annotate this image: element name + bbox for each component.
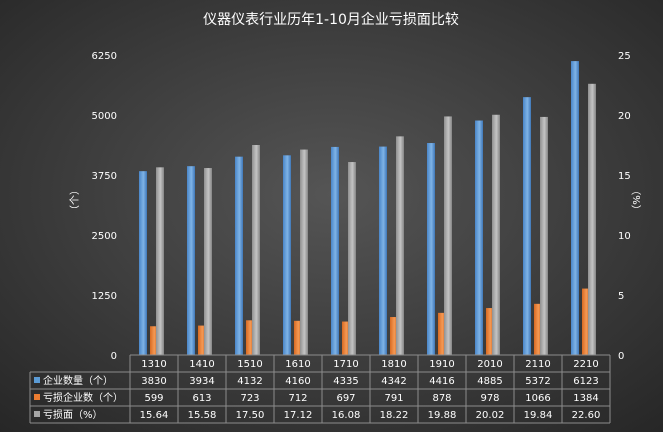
bar-loss-enterprise-count [342,321,350,355]
bar-loss-ratio [540,116,548,355]
table-cell-value: 1384 [573,393,598,404]
table-cell-value: 4885 [477,376,502,387]
bar-loss-enterprise-count [582,288,590,355]
bar-enterprise-count [331,146,339,355]
category-label: 1710 [333,359,358,370]
legend-swatch [34,377,40,383]
left-axis-tick-label: 2500 [92,231,117,242]
bar-loss-ratio [492,114,500,355]
left-axis-tick-label: 5000 [92,111,117,122]
table-cell-value: 3934 [189,376,214,387]
bar-enterprise-count [187,166,195,355]
table-cell-value: 6123 [573,376,598,387]
bar-enterprise-count [139,171,147,355]
category-label: 1510 [237,359,262,370]
legend-label: 亏损企业数（个） [43,391,123,404]
right-axis-tick-label: 10 [618,231,631,242]
left-axis-ticks: 0 1250 2500 3750 5000 6250 [92,51,117,362]
bar-loss-ratio [252,145,260,355]
bar-loss-enterprise-count [486,308,494,355]
table-cell-value: 613 [192,393,211,404]
right-axis-ticks: 0 5 10 15 20 25 [618,51,631,362]
table-cell-value: 4160 [285,376,310,387]
table-cell-value: 4342 [381,376,406,387]
table-cell-value: 4132 [237,376,262,387]
table-cell-value: 18.22 [380,410,409,421]
table-cell-value: 19.84 [524,410,553,421]
category-label: 1310 [141,359,166,370]
bar-loss-enterprise-count [150,326,158,355]
table-cell-value: 723 [240,393,259,404]
bar-loss-ratio [444,116,452,355]
table-cell-value: 5372 [525,376,550,387]
table-cell-value: 17.50 [236,410,265,421]
right-axis-tick-label: 15 [618,171,631,182]
table-cell-value: 878 [432,393,451,404]
table-cell-value: 19.88 [428,410,457,421]
bar-loss-ratio [300,149,308,355]
bar-enterprise-count [379,146,387,355]
right-axis-label: （%） [631,185,643,215]
table-cell-value: 4335 [333,376,358,387]
left-axis-tick-label: 6250 [92,51,117,62]
category-label: 1610 [285,359,310,370]
bar-loss-enterprise-count [438,312,446,355]
bar-enterprise-count [475,120,483,356]
category-label: 1910 [429,359,454,370]
bar-loss-enterprise-count [534,303,542,355]
bar-enterprise-count [283,155,291,355]
chart-title: 仪器仪表行业历年1-10月企业亏损面比较 [203,11,459,28]
right-axis-tick-label: 20 [618,111,631,122]
table-cell-value: 4416 [429,376,454,387]
left-axis-tick-label: 1250 [92,291,117,302]
bar-loss-ratio [204,168,212,355]
left-axis-tick-label: 0 [111,351,117,362]
right-axis-tick-label: 5 [618,291,624,302]
bar-loss-enterprise-count [390,317,398,355]
legend-label: 企业数量（个） [43,374,113,387]
bar-series-group [139,61,596,356]
right-axis-tick-label: 25 [618,51,631,62]
table-cell-value: 15.64 [140,410,169,421]
table-cell-value: 20.02 [476,410,505,421]
bar-enterprise-count [235,156,243,355]
table-cell-value: 791 [384,393,403,404]
table-cell-value: 978 [480,393,499,404]
bar-loss-ratio [396,136,404,355]
legend-swatch [34,411,40,417]
category-label: 2110 [525,359,550,370]
bar-enterprise-count [571,61,579,355]
bar-loss-ratio [156,167,164,355]
category-label: 1410 [189,359,214,370]
table-cell-value: 15.58 [188,410,217,421]
bar-loss-enterprise-count [246,320,254,355]
bar-loss-enterprise-count [198,325,206,355]
table-cell-value: 16.08 [332,410,361,421]
category-label: 1810 [381,359,406,370]
table-cell-value: 599 [144,393,163,404]
table-cell-value: 1066 [525,393,550,404]
bar-loss-enterprise-count [294,320,302,355]
legend-swatch [34,394,40,400]
table-cell-value: 3830 [141,376,166,387]
bar-enterprise-count [523,97,531,356]
table-cell-value: 17.12 [284,410,313,421]
bar-loss-ratio [588,83,596,356]
legend-label: 亏损面（%） [43,408,103,421]
bar-enterprise-count [427,143,435,355]
table-cell-value: 697 [336,393,355,404]
category-label: 2010 [477,359,502,370]
bar-loss-ratio [348,162,356,355]
left-axis-label: （个） [69,185,81,215]
right-axis-tick-label: 0 [618,351,624,362]
table-cell-value: 712 [288,393,307,404]
left-axis-tick-label: 3750 [92,171,117,182]
category-label: 2210 [573,359,598,370]
table-cell-value: 22.60 [572,410,601,421]
data-table: 1310 1410 1510 1610 1710 1810 1910 2010 2110 2210… [29,354,611,424]
